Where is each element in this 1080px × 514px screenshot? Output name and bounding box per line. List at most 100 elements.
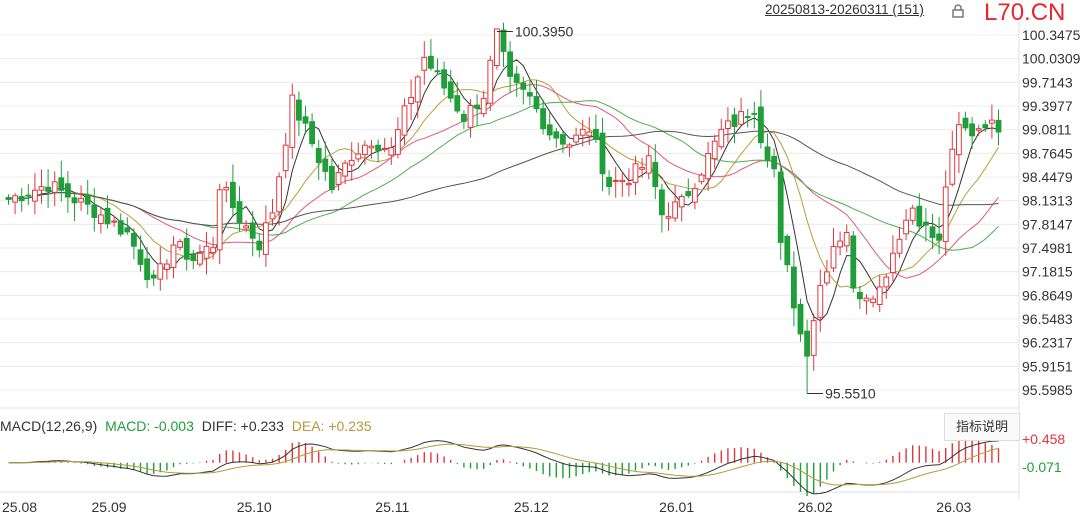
candle-body bbox=[183, 237, 190, 260]
diff-line bbox=[8, 440, 999, 495]
candle-body bbox=[764, 146, 771, 161]
candle-body bbox=[916, 205, 923, 227]
candle-body bbox=[164, 263, 170, 270]
candle-body bbox=[890, 252, 896, 274]
date-tick-label: 25.10 bbox=[237, 499, 272, 514]
candle-body bbox=[243, 225, 249, 229]
price-axis: 100.3475 100.0309 99.7143 99.3977 99.0811 98.… bbox=[1022, 27, 1080, 398]
candle-body bbox=[817, 284, 824, 318]
candle-body bbox=[751, 112, 758, 115]
ma5-line bbox=[8, 59, 999, 322]
candle-body bbox=[645, 155, 652, 174]
candle-body bbox=[665, 216, 672, 219]
candle-body bbox=[315, 148, 322, 163]
diff-value: +0.233 bbox=[240, 418, 284, 434]
candle-body bbox=[678, 195, 685, 208]
price-tick-label: 99.0811 bbox=[1022, 122, 1072, 138]
candle-body bbox=[434, 70, 441, 73]
price-tick-label: 98.4479 bbox=[1022, 169, 1073, 185]
price-tick-label: 95.5985 bbox=[1022, 382, 1073, 398]
date-tick-label: 25.09 bbox=[92, 499, 127, 514]
candle-body bbox=[210, 247, 216, 254]
candle-body bbox=[791, 266, 797, 309]
candle-body bbox=[276, 176, 283, 213]
candle-body bbox=[190, 253, 197, 261]
candle-body bbox=[883, 276, 890, 288]
date-tick-label: 26.02 bbox=[798, 499, 833, 514]
high-annotation: 100.3950 bbox=[515, 23, 574, 39]
candle-body bbox=[579, 128, 586, 136]
candle-body bbox=[500, 29, 507, 52]
candle-body bbox=[626, 183, 632, 186]
candle-body bbox=[718, 128, 725, 148]
candle-body bbox=[797, 303, 804, 335]
candle-body bbox=[289, 94, 296, 148]
candle-body bbox=[401, 105, 408, 136]
candle-body bbox=[711, 140, 718, 160]
candle-body bbox=[388, 147, 395, 156]
candle-body bbox=[467, 105, 474, 128]
candle-body bbox=[560, 134, 566, 145]
price-tick-label: 97.4981 bbox=[1022, 240, 1073, 256]
lock-icon[interactable] bbox=[951, 4, 965, 18]
dea-label: DEA: bbox=[291, 418, 325, 434]
date-axis: 25.08 25.09 25.10 25.11 25.12 26.01 26.02 26.03 bbox=[2, 499, 972, 514]
price-tick-label: 99.3977 bbox=[1022, 98, 1073, 114]
indicator-help-button[interactable]: 指标说明 bbox=[944, 413, 1020, 441]
dea-line bbox=[8, 443, 999, 486]
candle-body bbox=[956, 124, 962, 156]
candle-body bbox=[659, 189, 665, 216]
candle-body bbox=[698, 174, 705, 183]
candle-body bbox=[777, 171, 784, 243]
candle-body bbox=[71, 197, 78, 204]
candle-body bbox=[830, 245, 837, 269]
candle-body bbox=[329, 166, 335, 191]
candle-body bbox=[612, 179, 619, 182]
macd-panel: +0.458 -0.071 bbox=[8, 431, 1065, 496]
candle-body bbox=[282, 144, 289, 172]
candle-body bbox=[269, 212, 276, 220]
candle-body bbox=[652, 161, 659, 188]
candle-body bbox=[249, 222, 256, 239]
candle-body bbox=[804, 330, 811, 357]
candle-body bbox=[619, 179, 626, 183]
candle-body bbox=[824, 271, 830, 284]
candle-body bbox=[995, 120, 1002, 133]
low-annotation: 95.5510 bbox=[825, 386, 876, 402]
macd-title: MACD(12,26,9) bbox=[0, 418, 98, 434]
candle-body bbox=[639, 167, 646, 170]
date-tick-label: 26.03 bbox=[936, 499, 971, 514]
candle-body bbox=[586, 131, 593, 137]
candle-body bbox=[837, 240, 844, 248]
price-tick-label: 95.9151 bbox=[1022, 358, 1073, 374]
date-range-label[interactable]: 20250813-20260311 (151) bbox=[765, 2, 924, 17]
date-tick-label: 25.08 bbox=[2, 499, 37, 514]
candle-body bbox=[705, 153, 712, 180]
candle-body bbox=[738, 111, 745, 125]
candle-body bbox=[685, 191, 692, 197]
price-tick-label: 96.5483 bbox=[1022, 311, 1073, 327]
diff-label: DIFF: bbox=[201, 418, 237, 434]
macd-value: -0.003 bbox=[154, 418, 194, 434]
candle-body bbox=[428, 55, 434, 69]
candle-body bbox=[117, 220, 124, 235]
candle-body bbox=[91, 204, 98, 218]
candle-body bbox=[771, 155, 778, 170]
candle-body bbox=[12, 195, 18, 203]
candle-body bbox=[236, 201, 243, 223]
candle-body bbox=[197, 252, 203, 265]
candles bbox=[5, 22, 1002, 394]
candle-body bbox=[507, 51, 514, 77]
candle-body bbox=[909, 207, 916, 221]
candle-body bbox=[296, 99, 302, 121]
candle-body bbox=[843, 232, 850, 247]
candle-body bbox=[982, 124, 989, 129]
candle-body bbox=[408, 96, 415, 105]
candle-body bbox=[566, 144, 573, 148]
candle-body bbox=[533, 96, 540, 110]
candle-body bbox=[540, 108, 547, 130]
date-tick-label: 25.12 bbox=[514, 499, 549, 514]
candle-body bbox=[527, 92, 533, 97]
ma20-line bbox=[8, 84, 999, 279]
